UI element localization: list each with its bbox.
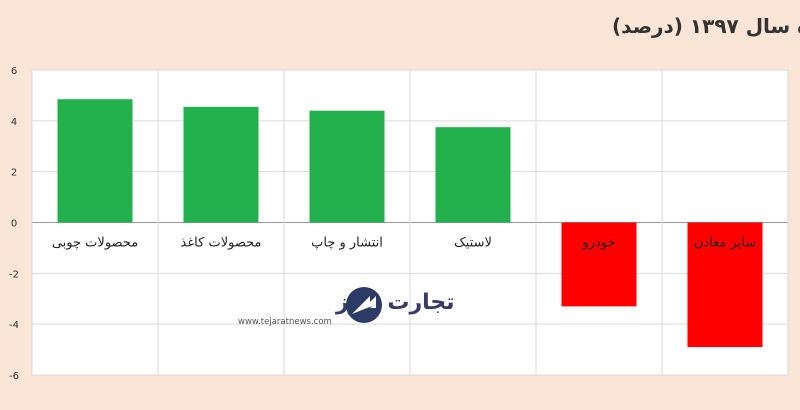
bar <box>309 110 385 223</box>
y-tick-label: 0 <box>11 219 17 230</box>
chart-title: زیان‌ده‌ترین صنایع بورسی در ششم بهمن ماه… <box>612 14 800 38</box>
category-label: انتشار و چاپ <box>311 236 383 251</box>
category-label: محصولات چوبی <box>52 236 138 251</box>
y-tick-label: -4 <box>9 320 19 331</box>
category-label: خودرو <box>581 236 615 251</box>
bar <box>57 99 133 223</box>
watermark: تجارت نیوز www.tejaratnews.com <box>238 287 455 327</box>
y-tick-label: -2 <box>9 269 19 280</box>
y-tick-label: -6 <box>9 371 19 382</box>
y-tick-label: 2 <box>11 168 17 179</box>
category-label: لاستیک <box>454 236 492 251</box>
grid-layer <box>31 69 789 376</box>
bar <box>561 222 637 307</box>
y-tick-label: 4 <box>11 117 17 128</box>
category-label: سایر معادن <box>694 236 756 251</box>
category-labels: محصولات چوبی محصولات کاغذ انتشار و چاپ لاست… <box>52 236 756 251</box>
bar <box>687 222 763 348</box>
watermark-logo-arrow-icon <box>352 296 376 314</box>
y-axis-tick-labels: 6 4 2 0 -2 -4 -6 <box>9 66 19 382</box>
watermark-url: www.tejaratnews.com <box>238 317 332 327</box>
bar-layer <box>57 99 763 348</box>
y-tick-label: 6 <box>11 66 17 77</box>
category-label: محصولات کاغذ <box>181 236 262 251</box>
bar <box>435 127 511 223</box>
bar <box>183 106 259 223</box>
